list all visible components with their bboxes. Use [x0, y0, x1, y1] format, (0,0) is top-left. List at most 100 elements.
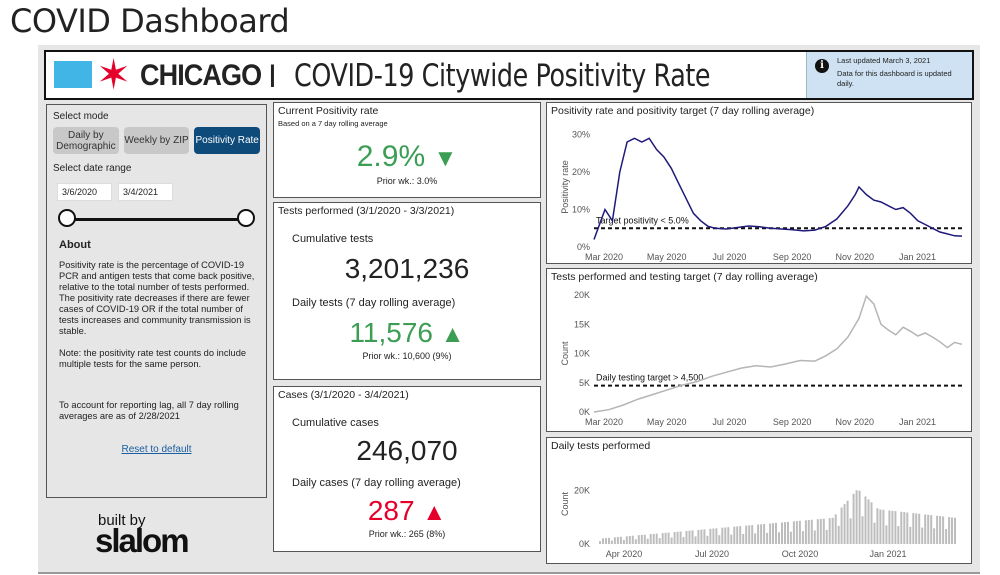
- cumulative-tests-label: Cumulative tests: [292, 233, 374, 245]
- bar: [870, 502, 873, 544]
- cumulative-tests-value: 3,201,236: [344, 253, 470, 284]
- reset-to-default-link[interactable]: Reset to default: [121, 444, 192, 455]
- bar: [888, 510, 891, 544]
- target-label: Target positivity < 5.0%: [596, 215, 689, 225]
- sidebar: Select mode Daily by Demographic Weekly …: [46, 104, 267, 498]
- tests-chart[interactable]: 0K 5K 10K 15K 20K Count Mar 2020 May 2020 Jul 20…: [547, 269, 973, 433]
- bar: [700, 529, 703, 544]
- bar: [769, 523, 772, 544]
- info-icon[interactable]: i: [815, 59, 829, 73]
- bar: [894, 511, 897, 544]
- series-line: [593, 294, 963, 413]
- bar: [876, 508, 879, 544]
- x-tick-label: Nov 2020: [836, 252, 875, 262]
- daily-tests-label: Daily tests (7 day rolling average): [292, 297, 456, 309]
- bar: [706, 535, 709, 544]
- bar: [954, 517, 956, 544]
- bar: [825, 529, 828, 544]
- bar: [599, 541, 601, 544]
- daily-tests-chart-card: Daily tests performed 0K 20K Count Apr 2020…: [546, 437, 972, 564]
- bar: [849, 518, 852, 544]
- x-tick-label: Mar 2020: [585, 252, 623, 262]
- date-range-slider[interactable]: [53, 207, 260, 231]
- positivity-value: 2.9%: [356, 140, 426, 173]
- bar: [804, 520, 807, 544]
- bar: [745, 525, 748, 544]
- bar: [733, 526, 736, 544]
- mode-weekly-zip-button[interactable]: Weekly by ZIP: [123, 127, 190, 154]
- bar: [792, 521, 795, 544]
- y-tick-label: 0%: [577, 242, 590, 252]
- bar: [822, 518, 825, 544]
- y-axis-label: Count: [560, 492, 570, 517]
- bar: [718, 535, 721, 544]
- bar: [739, 526, 742, 544]
- bar: [861, 516, 864, 544]
- bar: [736, 526, 739, 544]
- bar: [912, 513, 915, 544]
- bar: [602, 538, 604, 544]
- bar: [625, 536, 628, 544]
- dashboard-header: ✶ CHICAGO I COVID-19 Citywide Positivity…: [44, 50, 974, 100]
- bar: [763, 524, 766, 544]
- update-note: Data for this dashboard is updated daily…: [837, 69, 952, 88]
- bar: [643, 534, 646, 544]
- cases-card: Cases (3/1/2020 - 3/4/2021) Cumulative c…: [273, 386, 541, 552]
- reporting-lag-note: To account for reporting lag, all 7 day …: [59, 400, 239, 421]
- mode-daily-demographic-button[interactable]: Daily by Demographic: [53, 127, 119, 154]
- bar: [891, 510, 894, 544]
- bar: [795, 521, 798, 544]
- tests-card: Tests performed (3/1/2020 - 3/3/2021) Cu…: [273, 202, 541, 380]
- bar: [813, 530, 816, 544]
- bar: [855, 490, 858, 544]
- tests-card-title: Tests performed (3/1/2020 - 3/3/2021): [278, 205, 455, 217]
- bar: [616, 537, 619, 544]
- bar: [640, 534, 643, 544]
- bar: [742, 534, 745, 544]
- tests-prior: Prior wk.: 10,600 (9%): [362, 351, 452, 361]
- bar: [927, 514, 930, 544]
- bar: [942, 516, 945, 544]
- x-tick-label: Sep 2020: [773, 417, 812, 427]
- x-tick-label: Sep 2020: [773, 252, 812, 262]
- bar: [658, 538, 661, 544]
- daily-cases-value: 287: [367, 495, 415, 526]
- bar: [915, 513, 918, 544]
- x-tick-label: Jul 2020: [712, 417, 746, 427]
- daily-tests-chart[interactable]: 0K 20K Count Apr 2020 Jul 2020 Oct 2020 Jan 20…: [547, 438, 973, 565]
- bar: [649, 534, 652, 544]
- daily-cases-label: Daily cases (7 day rolling average): [292, 477, 461, 489]
- slider-start-handle[interactable]: [58, 209, 76, 227]
- bar: [831, 517, 834, 544]
- bar: [939, 516, 942, 544]
- city-name: CHICAGO: [140, 59, 262, 92]
- mode-selector: Daily by Demographic Weekly by ZIP Posit…: [53, 127, 261, 154]
- bar: [670, 537, 673, 544]
- bar: [697, 529, 700, 544]
- x-tick-label: May 2020: [647, 417, 687, 427]
- bar: [646, 538, 649, 544]
- bar: [798, 520, 801, 544]
- mode-positivity-rate-button[interactable]: Positivity Rate: [194, 127, 261, 154]
- positivity-card: Current Positivity rate Based on a 7 day…: [273, 102, 541, 198]
- bar: [772, 523, 774, 544]
- x-tick-label: Jan 2021: [869, 549, 906, 559]
- tests-chart-card: Tests performed and testing target (7 da…: [546, 268, 972, 432]
- bar: [879, 509, 882, 544]
- y-tick-label: 0K: [579, 539, 590, 549]
- end-date-input[interactable]: 3/4/2021: [118, 183, 173, 201]
- bar: [628, 536, 631, 544]
- bar: [906, 512, 909, 544]
- slider-end-handle[interactable]: [237, 209, 255, 227]
- bar: [867, 499, 870, 544]
- bar: [715, 528, 718, 544]
- bar: [909, 526, 912, 544]
- page-title: COVID Dashboard: [10, 2, 290, 40]
- bar: [885, 525, 888, 544]
- positivity-chart[interactable]: 0% 10% 20% 30% Positivity rate Mar 2020 May 20…: [547, 103, 973, 265]
- start-date-input[interactable]: 3/6/2020: [57, 183, 112, 201]
- down-arrow-icon: ▼: [433, 145, 458, 172]
- y-tick-label: 5K: [579, 378, 590, 388]
- bar: [930, 515, 933, 544]
- bar: [801, 531, 804, 544]
